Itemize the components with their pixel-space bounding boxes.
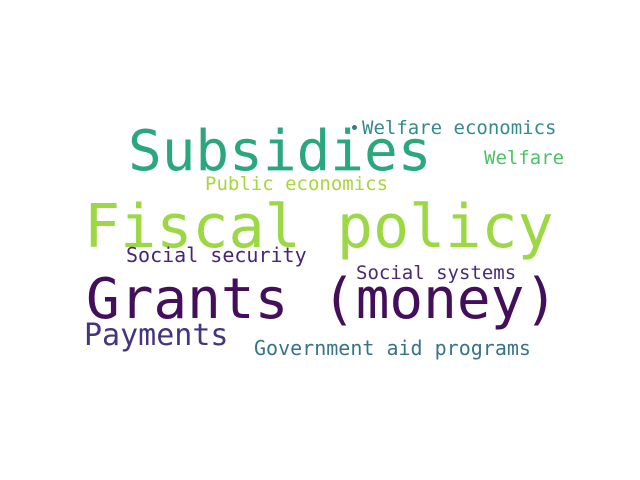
- word-fiscal-policy: Fiscal policy: [84, 192, 554, 262]
- dot-mark: [352, 125, 357, 130]
- word-social-systems: Social systems: [356, 262, 517, 284]
- word-grants-money: Grants (money): [86, 267, 559, 332]
- word-welfare-economics: Welfare economics: [362, 117, 557, 139]
- word-public-economics: Public economics: [205, 173, 389, 195]
- word-welfare: Welfare: [484, 147, 565, 169]
- word-subsidies: Subsidies: [128, 119, 432, 184]
- word-payments: Payments: [84, 318, 229, 353]
- word-social-security: Social security: [126, 243, 307, 267]
- word-government-aid-programs: Government aid programs: [254, 336, 531, 360]
